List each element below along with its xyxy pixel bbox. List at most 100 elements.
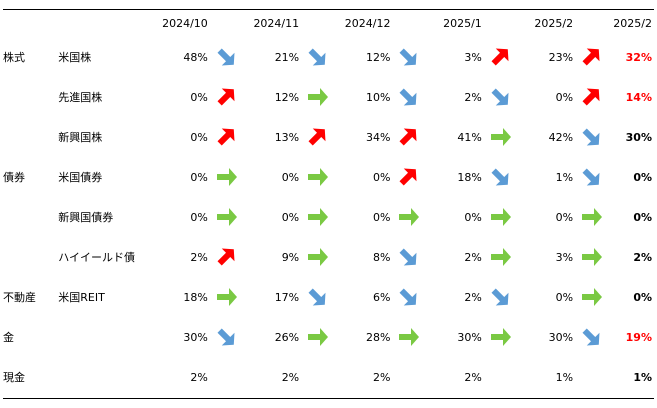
trend-cell (392, 157, 423, 197)
trend-cell (392, 77, 423, 117)
table-row: 新興国債券 0% 0% 0% 0% 0% 0% (3, 197, 654, 237)
arrow-up-icon (582, 88, 600, 106)
allocation-value: 42% (548, 130, 574, 144)
allocation-value: 1% (555, 370, 574, 384)
arrow-up-icon (399, 168, 417, 186)
arrow-up-icon (308, 128, 326, 146)
trend-cell (210, 117, 241, 157)
arrow-right-icon (216, 288, 237, 306)
row-asset (50, 357, 150, 397)
latest-allocation-value: 1% (633, 370, 652, 384)
allocation-value: 2% (190, 250, 208, 264)
trend-cell (301, 197, 332, 237)
arrow-right-icon (216, 208, 237, 226)
header-blank (301, 9, 332, 37)
trend-cell-empty (301, 357, 332, 397)
header-row: 2024/10 2024/11 2024/12 2025/1 2025/2 20… (3, 9, 654, 37)
allocation-value: 13% (274, 130, 300, 144)
latest-allocation-value: 32% (625, 50, 652, 64)
trend-cell (575, 37, 606, 77)
allocation-value: 0% (555, 210, 574, 224)
allocation-value: 2% (464, 370, 482, 384)
arrow-right-icon (307, 168, 328, 186)
arrow-right-icon (490, 208, 511, 226)
allocation-value: 26% (274, 330, 300, 344)
arrow-right-icon (307, 328, 328, 346)
trend-cell (210, 37, 241, 77)
trend-cell (575, 117, 606, 157)
allocation-value: 0% (555, 90, 574, 104)
arrow-down-icon (491, 88, 509, 106)
trend-cell-empty (484, 357, 515, 397)
allocation-value: 0% (555, 290, 574, 304)
arrow-right-icon (399, 328, 420, 346)
allocation-value: 23% (548, 50, 574, 64)
row-category: 現金 (3, 371, 25, 384)
arrow-up-icon (491, 48, 509, 66)
arrow-right-icon (490, 248, 511, 266)
allocation-value: 41% (457, 130, 482, 144)
arrow-down-icon (399, 288, 417, 306)
trend-cell (484, 237, 515, 277)
trend-cell (484, 157, 515, 197)
trend-cell-empty (210, 357, 241, 397)
allocation-value: 28% (366, 330, 391, 344)
allocation-value: 3% (555, 250, 574, 264)
arrow-up-icon (217, 128, 235, 146)
allocation-value: 0% (373, 210, 391, 224)
row-asset: ハイイールド債 (58, 251, 136, 264)
arrow-up-icon (217, 248, 235, 266)
row-category (3, 117, 50, 157)
header-month: 2024/10 (162, 16, 208, 30)
arrow-right-icon (216, 168, 237, 186)
trend-cell (575, 157, 606, 197)
arrow-right-icon (307, 88, 328, 106)
allocation-value: 0% (281, 210, 300, 224)
table-row: ハイイールド債 2% 9% 8% 2% 3% 2% (3, 237, 654, 277)
row-asset (50, 317, 150, 357)
arrow-down-icon (582, 128, 600, 146)
trend-cell (301, 117, 332, 157)
trend-cell (392, 237, 423, 277)
arrow-right-icon (581, 248, 602, 266)
row-asset: 先進国株 (58, 91, 103, 104)
arrow-down-icon (491, 168, 509, 186)
trend-cell (301, 77, 332, 117)
trend-cell (484, 37, 515, 77)
row-category (3, 77, 50, 117)
row-category: 金 (3, 331, 14, 344)
trend-cell (392, 277, 423, 317)
trend-cell (575, 77, 606, 117)
trend-cell (484, 117, 515, 157)
trend-cell (301, 317, 332, 357)
arrow-right-icon (490, 328, 511, 346)
trend-cell (575, 237, 606, 277)
header-blank (50, 9, 150, 37)
trend-cell (575, 197, 606, 237)
allocation-value: 9% (281, 250, 300, 264)
trend-cell (301, 37, 332, 77)
trend-cell (575, 277, 606, 317)
row-asset: 米国債券 (58, 171, 103, 184)
row-category (3, 237, 50, 277)
arrow-right-icon (581, 208, 602, 226)
latest-allocation-value: 30% (625, 130, 652, 144)
allocation-value: 0% (281, 170, 300, 184)
trend-cell (392, 37, 423, 77)
arrow-up-icon (217, 88, 235, 106)
table-row: 新興国株 0% 13% 34% 41% 42% 30% (3, 117, 654, 157)
arrow-down-icon (582, 168, 600, 186)
row-asset: 新興国株 (58, 131, 103, 144)
header-month: 2024/11 (253, 16, 300, 30)
allocation-value: 18% (457, 170, 482, 184)
arrow-down-icon (491, 288, 509, 306)
header-blank (210, 9, 241, 37)
allocation-value: 12% (366, 50, 391, 64)
header-blank (575, 9, 606, 37)
header-blank (484, 9, 515, 37)
trend-cell (484, 317, 515, 357)
allocation-value: 0% (190, 210, 208, 224)
header-month: 2024/12 (344, 16, 391, 30)
allocation-value: 1% (555, 170, 574, 184)
row-asset: 米国株 (58, 51, 92, 64)
